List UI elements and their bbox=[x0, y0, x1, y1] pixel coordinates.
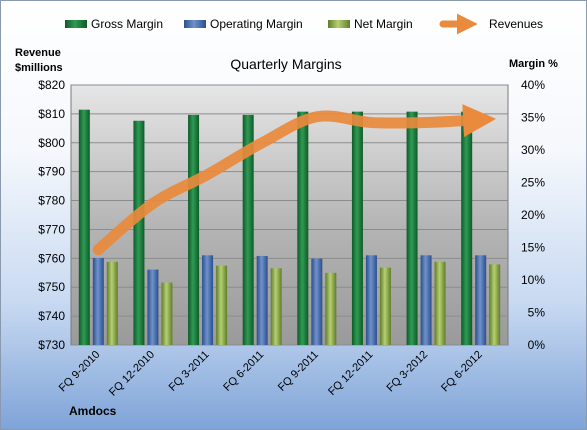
bar-net-margin bbox=[106, 261, 118, 345]
right-tick-label: 10% bbox=[521, 273, 545, 287]
left-axis-ticks: $730 $740 $750 $760 $770 $780 $790 $800 $810 $820 bbox=[38, 78, 65, 352]
left-tick-label: $810 bbox=[38, 107, 65, 121]
bar-operating-margin bbox=[311, 258, 323, 345]
bar-net-margin bbox=[434, 261, 446, 345]
right-tick-label: 40% bbox=[521, 78, 545, 92]
left-axis-label-line1: Revenue bbox=[15, 47, 61, 59]
bar-operating-margin bbox=[420, 255, 432, 345]
right-tick-label: 0% bbox=[528, 338, 546, 352]
bar-series bbox=[78, 109, 501, 346]
bar-operating-margin bbox=[475, 255, 487, 345]
footer-label: Amdocs bbox=[69, 404, 117, 418]
legend-swatch-net-margin bbox=[328, 20, 350, 28]
right-tick-label: 5% bbox=[528, 306, 546, 320]
legend-swatch-operating-margin bbox=[184, 20, 206, 28]
legend-label-net-margin: Net Margin bbox=[354, 17, 413, 31]
legend: Gross Margin Operating Margin Net Margin… bbox=[65, 13, 543, 35]
right-tick-label: 25% bbox=[521, 176, 545, 190]
category-axis-ticks: FQ 9-2010 FQ 12-2010 FQ 3-2011 FQ 6-2011 FQ … bbox=[57, 349, 485, 399]
revenue-point bbox=[152, 202, 154, 204]
chart-title: Quarterly Margins bbox=[230, 56, 341, 72]
category-tick-label: FQ 9-2010 bbox=[57, 349, 103, 395]
bar-gross-margin bbox=[297, 111, 309, 346]
right-axis-ticks: 0% 5% 10% 15% 20% 25% 30% 35% 40% bbox=[521, 78, 545, 352]
revenue-point bbox=[207, 174, 209, 176]
left-tick-label: $750 bbox=[38, 280, 65, 294]
bar-net-margin bbox=[216, 265, 228, 345]
legend-swatch-gross-margin bbox=[65, 20, 87, 28]
category-tick-label: FQ 9-2011 bbox=[276, 349, 321, 394]
bar-net-margin bbox=[270, 268, 282, 345]
bar-gross-margin bbox=[242, 114, 254, 346]
legend-label-operating-margin: Operating Margin bbox=[210, 17, 303, 31]
bar-operating-margin bbox=[202, 255, 214, 345]
category-tick-label: FQ 3-2011 bbox=[167, 349, 212, 394]
bar-gross-margin bbox=[351, 111, 363, 346]
left-tick-label: $740 bbox=[38, 309, 65, 323]
bar-gross-margin bbox=[78, 109, 90, 345]
revenue-point bbox=[97, 249, 99, 251]
revenue-point bbox=[316, 116, 318, 118]
left-tick-label: $820 bbox=[38, 78, 65, 92]
bar-net-margin bbox=[161, 282, 173, 345]
category-tick-label: FQ 12-2011 bbox=[326, 349, 375, 398]
revenue-point bbox=[425, 122, 427, 124]
left-tick-label: $800 bbox=[38, 136, 65, 150]
right-tick-label: 15% bbox=[521, 241, 545, 255]
left-tick-label: $760 bbox=[38, 251, 65, 265]
left-tick-label: $790 bbox=[38, 165, 65, 179]
revenue-line-series bbox=[92, 104, 497, 256]
bar-gross-margin bbox=[406, 111, 418, 346]
category-tick-label: FQ 12-2010 bbox=[107, 349, 157, 399]
bar-gross-margin bbox=[133, 120, 145, 345]
right-tick-label: 35% bbox=[521, 111, 545, 125]
bar-operating-margin bbox=[92, 257, 104, 345]
legend-label-gross-margin: Gross Margin bbox=[91, 17, 163, 31]
bar-operating-margin bbox=[365, 255, 377, 345]
legend-label-revenues: Revenues bbox=[489, 17, 543, 31]
revenue-point bbox=[261, 142, 263, 144]
bar-operating-margin bbox=[256, 255, 268, 345]
revenue-point bbox=[480, 119, 482, 121]
bar-net-margin bbox=[325, 272, 337, 345]
category-tick-label: FQ 3-2012 bbox=[385, 349, 431, 395]
bar-operating-margin bbox=[147, 269, 159, 345]
left-tick-label: $730 bbox=[38, 338, 65, 352]
right-axis-label: Margin % bbox=[509, 58, 558, 70]
category-tick-label: FQ 6-2011 bbox=[221, 349, 266, 394]
left-axis-label-line2: $millions bbox=[15, 62, 63, 74]
right-tick-label: 30% bbox=[521, 143, 545, 157]
bar-net-margin bbox=[379, 267, 391, 345]
right-tick-label: 20% bbox=[521, 208, 545, 222]
category-tick-label: FQ 6-2012 bbox=[439, 349, 485, 395]
bar-net-margin bbox=[489, 264, 501, 345]
left-tick-label: $770 bbox=[38, 222, 65, 236]
revenue-point bbox=[370, 122, 372, 124]
left-tick-label: $780 bbox=[38, 194, 65, 208]
bar-gross-margin bbox=[188, 114, 200, 346]
bar-gross-margin bbox=[461, 111, 473, 346]
